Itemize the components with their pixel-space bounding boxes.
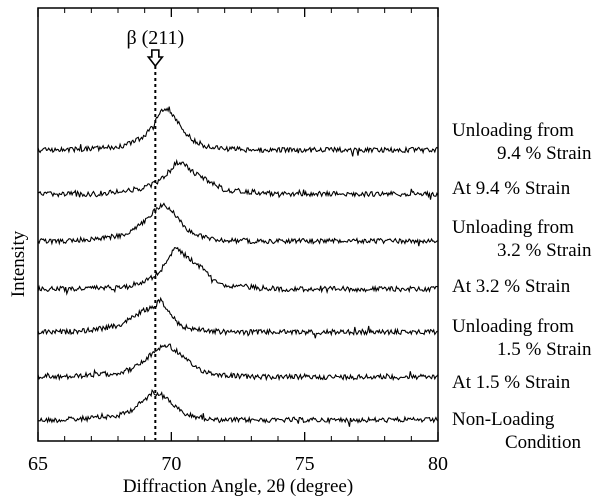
series-label-line: At 1.5 % Strain <box>452 372 571 393</box>
series-label-line: Unloading from <box>452 217 574 238</box>
beta-211-annotation: β (211) <box>126 27 184 49</box>
series-label-line: Unloading from <box>452 316 574 337</box>
axis-ticks: 65 70 75 80 <box>28 8 448 475</box>
y-axis-title: Intensity <box>8 230 29 297</box>
trace-series-6 <box>37 106 439 157</box>
series-label-line: Non-Loading <box>452 409 555 430</box>
series-label-line: Condition <box>505 432 582 453</box>
x-axis-title: Diffraction Angle, 2θ (degree) <box>123 476 353 497</box>
series-label: At 3.2 % Strain <box>452 276 571 297</box>
series-label-line: Unloading from <box>452 120 574 141</box>
trace-series-1 <box>37 343 439 382</box>
trace-series-3 <box>37 246 439 296</box>
trace-series-4 <box>37 202 439 247</box>
x-tick-label: 70 <box>161 453 181 475</box>
series-label-line: At 3.2 % Strain <box>452 276 571 297</box>
series-label: At 9.4 % Strain <box>452 178 571 199</box>
trace-series-2 <box>37 296 439 339</box>
series-label: At 1.5 % Strain <box>452 372 571 393</box>
x-tick-label: 75 <box>295 453 315 475</box>
plot-frame <box>37 7 439 442</box>
x-tick-label: 80 <box>428 453 448 475</box>
down-arrow-icon <box>146 49 164 68</box>
series-label-line: 3.2 % Strain <box>497 240 592 261</box>
trace-series-0 <box>37 388 439 427</box>
x-tick-label: 65 <box>28 453 48 475</box>
series-traces <box>37 106 439 427</box>
series-label-line: 9.4 % Strain <box>497 143 592 164</box>
series-label-line: At 9.4 % Strain <box>452 178 571 199</box>
series-label-line: 1.5 % Strain <box>497 339 592 360</box>
trace-series-5 <box>37 158 439 200</box>
